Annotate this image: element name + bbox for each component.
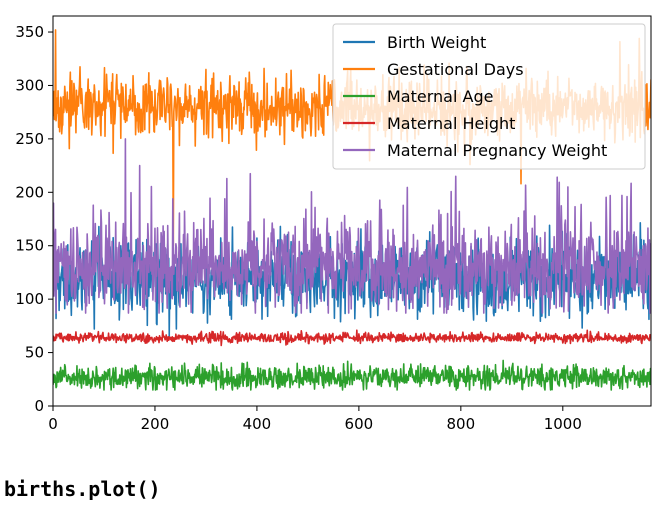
y-tick-label: 300 [15,76,44,94]
legend-entry: Maternal Age [387,87,493,106]
x-tick-label: 800 [447,415,476,433]
axes-layer: 0 50 100 150 200 250 300 350 0 200 400 600 800 1000 [15,15,652,433]
series-line-maternal-pregnancy-weight [53,138,651,314]
y-tick-label: 250 [15,130,44,148]
y-tick-label: 50 [25,344,44,362]
plot-frame [52,15,652,407]
x-tick-label: 1000 [544,415,582,433]
x-tick-label: 200 [141,415,170,433]
legend-entry: Maternal Pregnancy Weight [387,141,607,160]
y-tick-label: 150 [15,237,44,255]
series-line-maternal-age [53,359,651,391]
legend-entry: Gestational Days [387,60,524,79]
legend-entry: Birth Weight [387,33,486,52]
x-tick-label: 600 [345,415,374,433]
code-cell: births.plot() [4,477,161,501]
y-tick-label: 0 [34,397,44,415]
legend-entry: Maternal Height [387,114,515,133]
legend: Birth Weight Gestational Days Maternal Age… [332,23,646,170]
y-tick-label: 200 [15,183,44,201]
x-tick-label: 400 [243,415,272,433]
line-chart: 0 50 100 150 200 250 300 350 0 200 400 600 800 1000 B… [15,15,652,433]
series-line-maternal-height [53,329,651,347]
y-tick-label: 350 [15,23,44,41]
legend-box [332,23,646,170]
x-tick-label: 0 [48,415,58,433]
y-tick-label: 100 [15,290,44,308]
